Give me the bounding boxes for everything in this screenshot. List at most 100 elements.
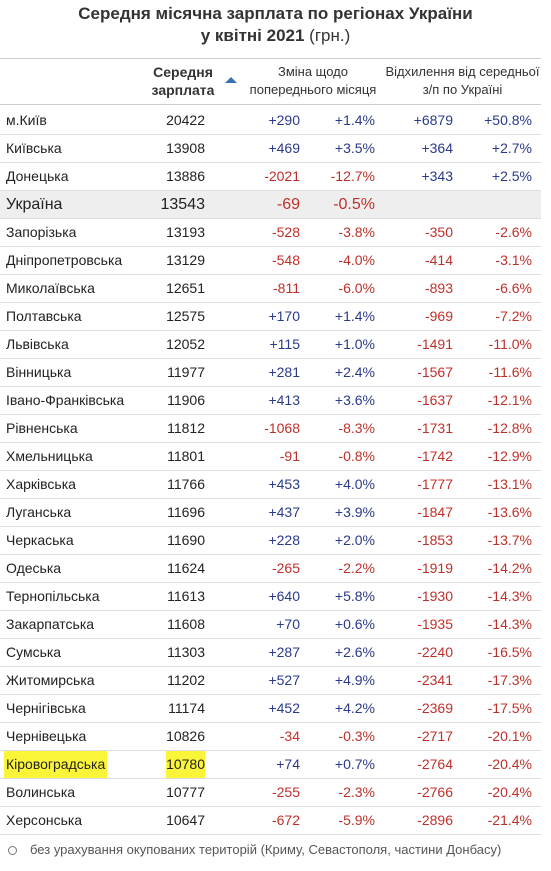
cell-value: -1919: [417, 560, 453, 576]
cell-value: +469: [268, 140, 300, 156]
region-name: Донецька: [6, 168, 69, 184]
region-name: Івано-Франківська: [6, 392, 125, 408]
table-row: Тернопільська 11613 +640 +5.8% -1930 -14.3%: [0, 583, 541, 611]
cell-value: -14.2%: [487, 560, 532, 576]
table-row: Херсонська 10647 -672 -5.9% -2896 -21.4%: [0, 807, 541, 835]
cell-value: -17.3%: [487, 672, 532, 688]
cell-value: -2764: [417, 756, 453, 772]
cell-value: -20.1%: [487, 728, 532, 744]
cell-value: -1742: [417, 448, 453, 464]
cell-value: -7.2%: [495, 308, 532, 324]
title-unit: (грн.): [309, 26, 351, 45]
table-row: Миколаївська 12651 -811 -6.0% -893 -6.6%: [0, 275, 541, 303]
cell-value: -12.7%: [330, 168, 375, 184]
cell-value: -2896: [417, 812, 453, 828]
cell-value: -2341: [417, 672, 453, 688]
cell-value: 11202: [167, 672, 205, 688]
cell-value: 11690: [167, 532, 205, 548]
sort-icon[interactable]: [225, 76, 237, 84]
cell-value: -20.4%: [487, 784, 532, 800]
table-row: Черкаська 11690 +228 +2.0% -1853 -13.7%: [0, 527, 541, 555]
table-row: Волинська 10777 -255 -2.3% -2766 -20.4%: [0, 779, 541, 807]
title: Середня місячна зарплата по регіонах Укр…: [78, 4, 473, 23]
table-row: Київська 13908 +469 +3.5% +364 +2.7%: [0, 135, 541, 163]
region-name: Луганська: [6, 504, 72, 520]
bullet: [8, 846, 17, 855]
cell-value: -1777: [417, 476, 453, 492]
cell-value: -414: [424, 252, 453, 268]
cell-value: +453: [268, 476, 300, 492]
region-name: Київська: [6, 140, 62, 156]
cell-value: -672: [271, 812, 300, 828]
cell-value: +0.6%: [334, 616, 375, 632]
cell-value: -34: [279, 728, 300, 744]
table-row: Рівненська 11812 -1068 -8.3% -1731 -12.8%: [0, 415, 541, 443]
cell-value: +0.7%: [334, 756, 375, 772]
cell-value: +74: [276, 756, 300, 772]
column-header: Зміна щодо попереднього місяця: [249, 64, 377, 97]
cell-value: +3.5%: [334, 140, 375, 156]
cell-value: +2.0%: [334, 532, 375, 548]
title-date: у квітні 2021: [200, 26, 305, 45]
cell-value: -811: [273, 280, 300, 296]
cell-value: -6.0%: [338, 280, 375, 296]
table-body: м.Київ 20422 +290 +1.4% +6879 +50.8% Київська 1…: [0, 107, 541, 835]
cell-value: 13129: [166, 252, 205, 268]
cell-value: +413: [268, 392, 300, 408]
cell-value: +281: [268, 364, 300, 380]
cell-value: -14.3%: [487, 616, 532, 632]
cell-value: +287: [268, 644, 300, 660]
cell-value: 13193: [166, 224, 205, 240]
region-name: Полтавська: [6, 308, 82, 324]
cell-value: +50.8%: [484, 112, 532, 128]
cell-value: +290: [268, 112, 300, 128]
cell-value: +364: [421, 140, 453, 156]
cell-value: -1567: [417, 364, 453, 380]
cell-value: 11801: [167, 448, 205, 464]
region-name: Чернігівська: [6, 700, 86, 716]
column-header[interactable]: Середня зарплата: [151, 64, 215, 98]
cell-value: +1.4%: [334, 308, 375, 324]
region-name: Дніпропетровська: [6, 252, 123, 268]
cell-value: 12651: [166, 280, 205, 296]
cell-value: +437: [268, 504, 300, 520]
region-name: Харківська: [6, 476, 76, 492]
region-name: Хмельницька: [6, 448, 93, 464]
cell-value: -13.1%: [487, 476, 532, 492]
region-name: Сумська: [6, 644, 62, 660]
cell-value: -69: [276, 196, 300, 213]
cell-value: +2.7%: [491, 140, 532, 156]
region-name: Одеська: [6, 560, 62, 576]
cell-value: -21.4%: [487, 812, 532, 828]
cell-value: -2.6%: [495, 224, 532, 240]
cell-value: -255: [271, 784, 300, 800]
cell-value: 10777: [166, 784, 205, 800]
table-row: Одеська 11624 -265 -2.2% -1919 -14.2%: [0, 555, 541, 583]
cell-value: +452: [268, 700, 300, 716]
cell-value: -11.6%: [488, 364, 532, 380]
cell-value: 11766: [167, 476, 205, 492]
cell-value: 11696: [167, 504, 205, 520]
region-name: Миколаївська: [6, 280, 95, 296]
table-row: Чернівецька 10826 -34 -0.3% -2717 -20.1%: [0, 723, 541, 751]
cell-value: -20.4%: [487, 756, 532, 772]
cell-value: -12.8%: [487, 420, 532, 436]
region-name: Вінницька: [6, 364, 72, 380]
cell-value: 12575: [166, 308, 205, 324]
cell-value: +1.4%: [334, 112, 375, 128]
region-name: Волинська: [6, 784, 76, 800]
cell-value: 10647: [166, 812, 205, 828]
cell-value: -13.7%: [487, 532, 532, 548]
cell-value: +4.2%: [334, 700, 375, 716]
cell-value: +170: [268, 308, 300, 324]
cell-value: +115: [269, 336, 301, 352]
cell-value: 10826: [166, 728, 205, 744]
cell-value: -2717: [417, 728, 453, 744]
table-row: Хмельницька 11801 -91 -0.8% -1742 -12.9%: [0, 443, 541, 471]
title-line: у квітні 2021 (грн.): [0, 26, 551, 46]
table-row: Кіровоградська 10780 +74 +0.7% -2764 -20.4%: [0, 751, 541, 779]
table-row: Чернігівська 11174 +452 +4.2% -2369 -17.5%: [0, 695, 541, 723]
cell-value: -528: [271, 224, 300, 240]
region-name: Запорізька: [6, 224, 77, 240]
cell-value: -1847: [417, 504, 453, 520]
